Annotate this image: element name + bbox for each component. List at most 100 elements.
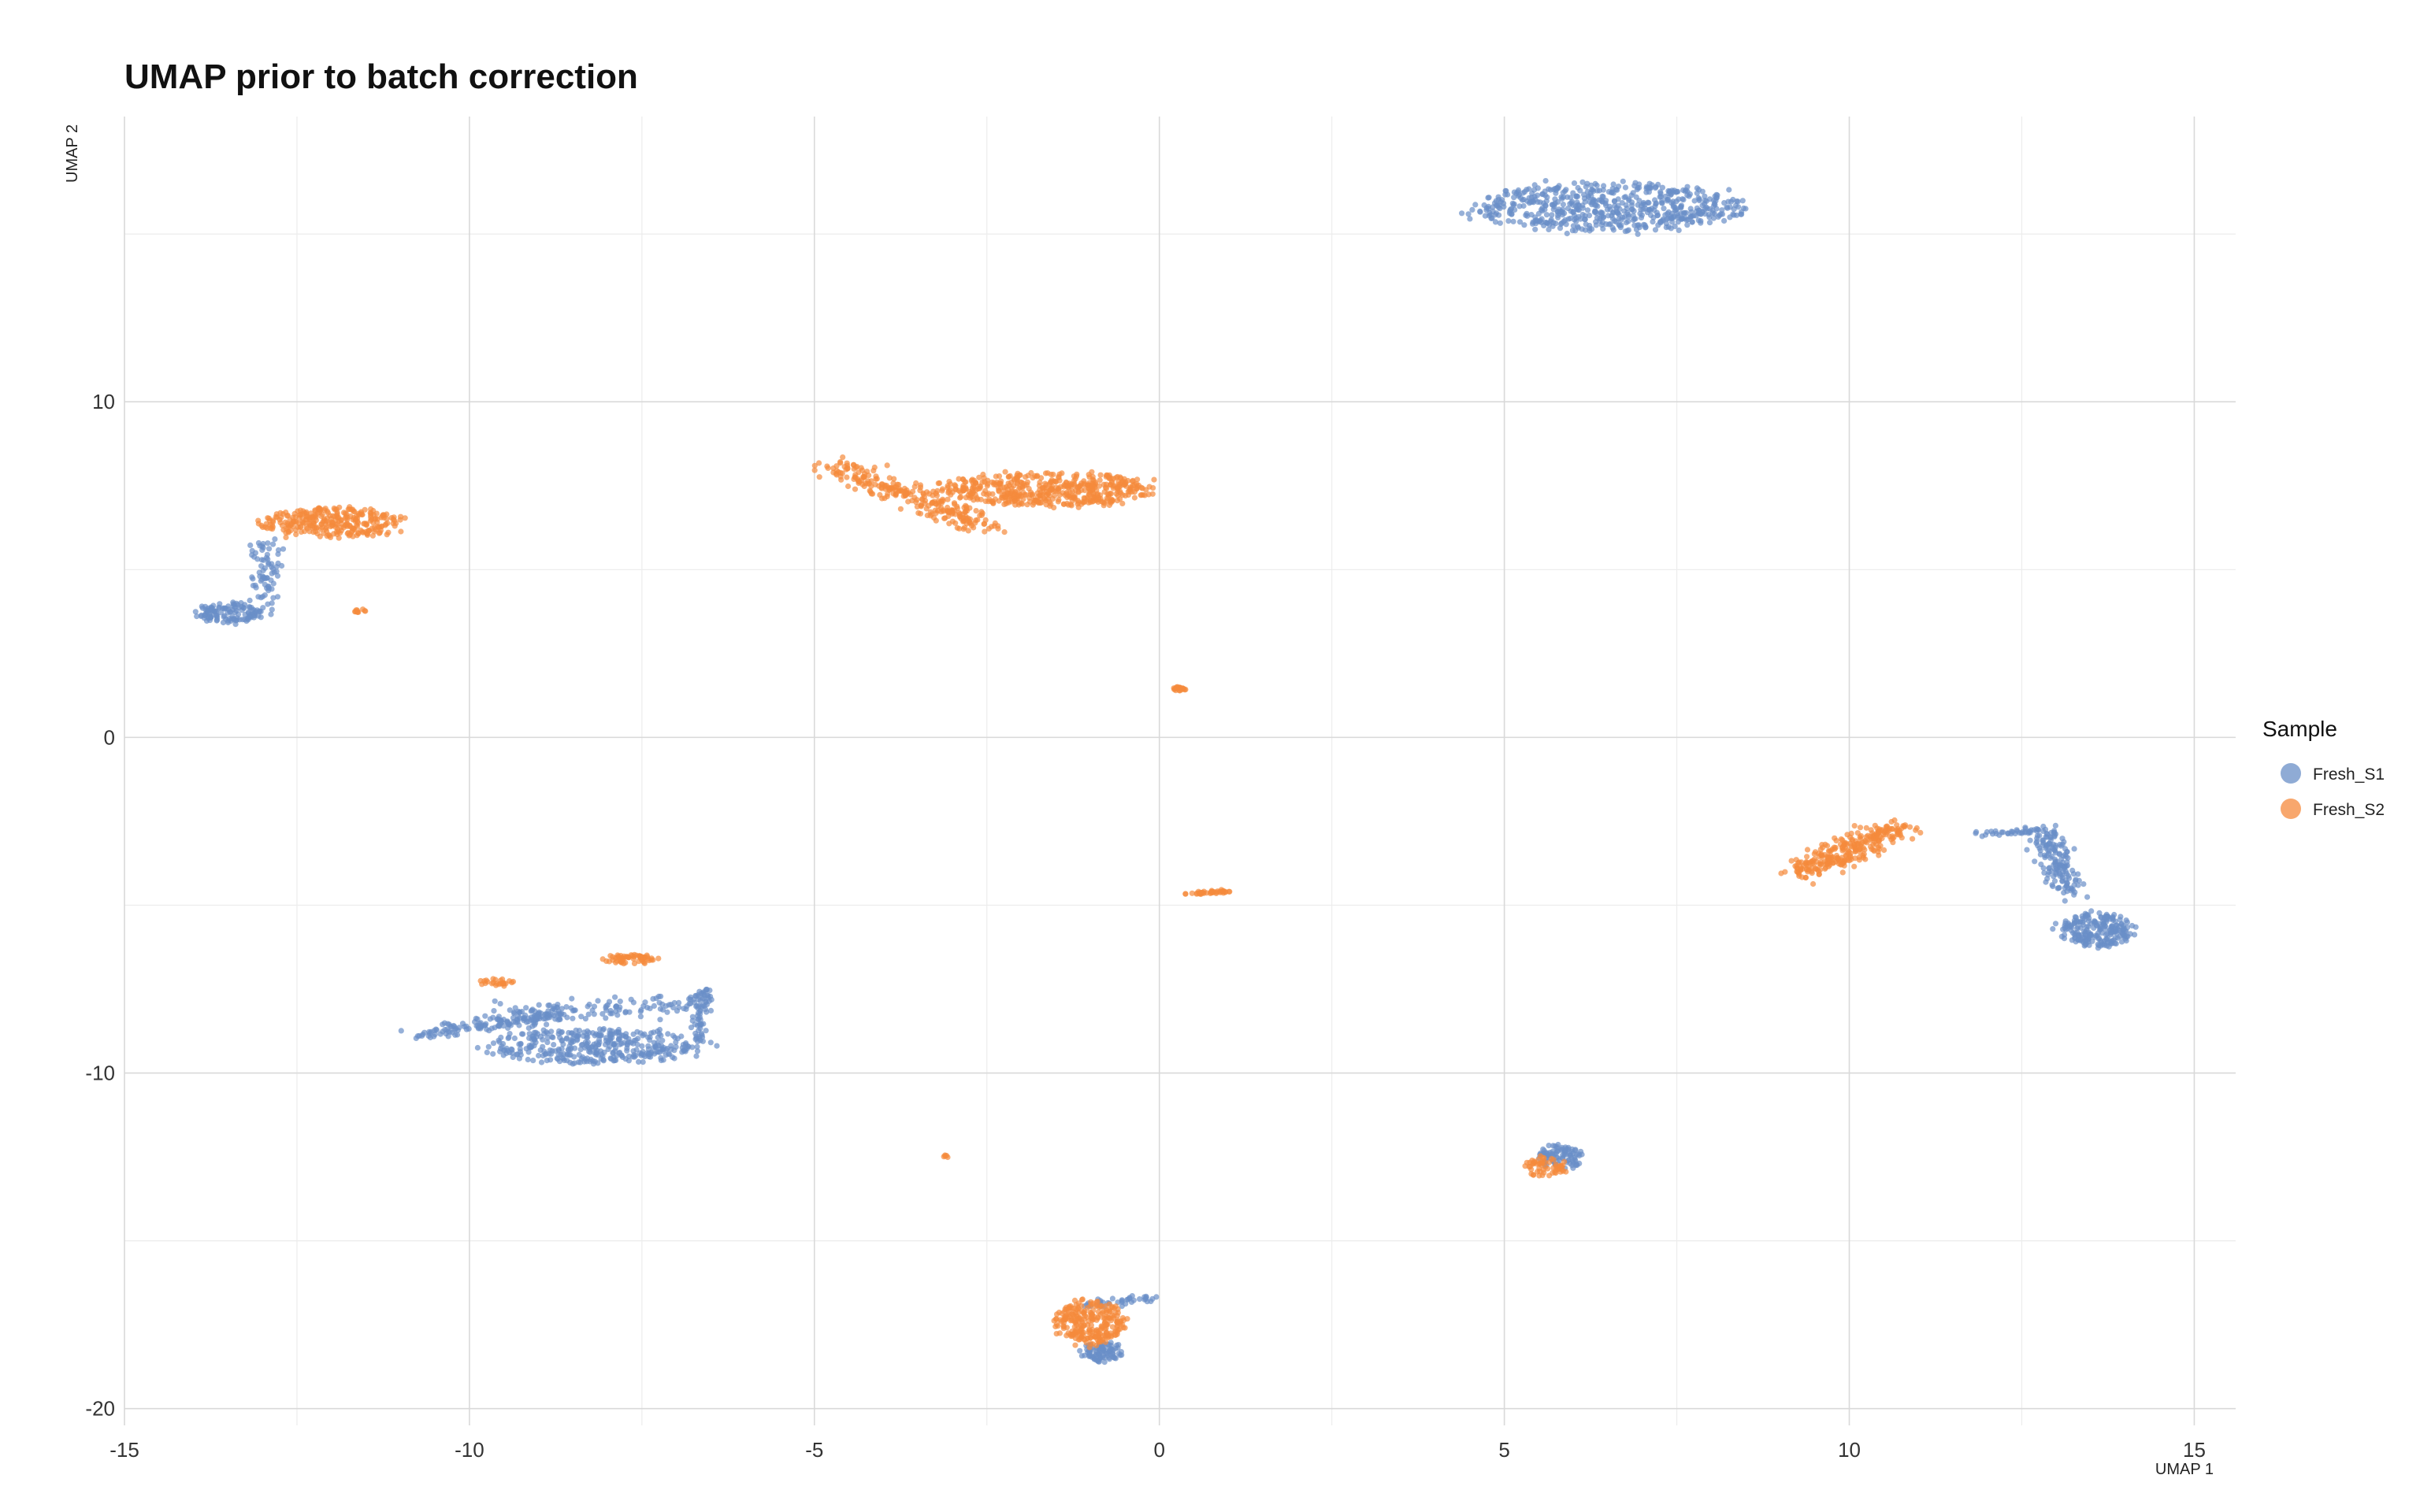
- grid: [124, 117, 2236, 1425]
- data-point: [593, 1031, 599, 1037]
- data-point: [1151, 476, 1157, 483]
- data-point: [1542, 202, 1549, 209]
- data-point: [933, 501, 939, 507]
- data-point: [1804, 847, 1811, 853]
- data-point: [1465, 211, 1472, 217]
- data-point: [433, 1027, 440, 1033]
- data-point: [1796, 873, 1802, 880]
- data-point: [1046, 492, 1052, 498]
- data-point: [1822, 841, 1828, 847]
- data-point: [660, 1057, 666, 1063]
- data-point: [1143, 487, 1149, 493]
- data-point: [192, 609, 199, 615]
- data-point: [1843, 853, 1850, 859]
- data-point: [514, 1051, 520, 1058]
- data-point: [437, 1031, 444, 1037]
- data-point: [634, 1041, 640, 1048]
- data-point: [1806, 864, 1812, 870]
- data-point: [1616, 183, 1622, 190]
- data-point: [569, 995, 575, 1002]
- data-point: [1076, 484, 1082, 490]
- data-point: [1137, 1296, 1143, 1303]
- data-point: [2113, 927, 2119, 933]
- data-point: [1551, 202, 1557, 208]
- data-point: [1069, 1317, 1075, 1323]
- data-point: [348, 506, 354, 513]
- data-point: [384, 532, 390, 538]
- data-point: [497, 1048, 503, 1054]
- series-fresh-s2: [255, 454, 1924, 1351]
- data-point: [258, 563, 265, 569]
- data-point: [1522, 1163, 1528, 1169]
- data-point: [1002, 469, 1008, 475]
- data-point: [1502, 191, 1509, 198]
- data-point: [1537, 1168, 1543, 1174]
- data-point: [1646, 185, 1654, 191]
- data-point: [1101, 1359, 1108, 1366]
- data-point: [599, 1010, 606, 1017]
- data-point: [1052, 492, 1058, 498]
- data-point: [1114, 1324, 1120, 1330]
- data-point: [1819, 852, 1825, 859]
- data-point: [1678, 202, 1685, 209]
- data-point: [1535, 210, 1542, 217]
- data-point: [1582, 216, 1588, 222]
- legend-entry-fresh-s1: Fresh_S1: [2281, 763, 2385, 784]
- data-point: [1662, 193, 1668, 200]
- data-point: [988, 498, 995, 505]
- data-point: [1561, 1158, 1568, 1165]
- data-point: [1620, 178, 1626, 184]
- data-point: [1684, 222, 1691, 228]
- data-point: [689, 1044, 696, 1051]
- data-point: [1524, 187, 1530, 193]
- data-point: [1839, 869, 1846, 876]
- data-point: [703, 986, 710, 993]
- data-point: [570, 1015, 576, 1021]
- data-point: [551, 1042, 557, 1048]
- data-point: [1739, 211, 1745, 217]
- data-point: [2005, 831, 2011, 837]
- data-point: [1033, 497, 1039, 503]
- data-point: [2062, 932, 2068, 938]
- data-point: [507, 1007, 513, 1014]
- data-point: [1109, 497, 1115, 503]
- data-point: [566, 1047, 572, 1054]
- data-point: [1063, 491, 1070, 497]
- data-point: [1511, 195, 1517, 201]
- data-point: [1100, 1345, 1106, 1351]
- data-point: [645, 1034, 651, 1040]
- data-point: [603, 1015, 609, 1021]
- data-point: [325, 510, 331, 516]
- data-point: [917, 487, 923, 494]
- data-point: [1539, 191, 1546, 197]
- data-point: [1119, 500, 1126, 507]
- data-point: [1102, 1339, 1109, 1345]
- data-point: [330, 531, 337, 537]
- data-point: [536, 1002, 542, 1008]
- data-point: [1989, 831, 1996, 837]
- data-point: [1055, 498, 1061, 505]
- data-point: [1598, 213, 1605, 219]
- data-point: [1873, 841, 1880, 847]
- legend-swatch-fresh-s2: [2281, 799, 2301, 819]
- data-point: [1702, 193, 1708, 199]
- data-point: [1096, 483, 1103, 489]
- data-point: [1016, 472, 1023, 478]
- data-point: [1889, 826, 1895, 832]
- data-point: [259, 573, 265, 580]
- data-point: [1592, 208, 1598, 214]
- data-point: [1594, 182, 1600, 189]
- data-point: [1572, 1147, 1579, 1154]
- data-point: [536, 1009, 542, 1016]
- data-point: [579, 1041, 586, 1048]
- data-point: [1579, 211, 1586, 218]
- data-point: [2078, 932, 2084, 938]
- data-point: [512, 1005, 518, 1011]
- data-point: [1569, 1158, 1576, 1164]
- data-point: [1509, 211, 1515, 217]
- data-point: [933, 517, 939, 524]
- data-point: [1873, 830, 1880, 836]
- data-point: [1870, 836, 1876, 842]
- data-point: [1017, 484, 1023, 491]
- data-point: [1106, 476, 1112, 482]
